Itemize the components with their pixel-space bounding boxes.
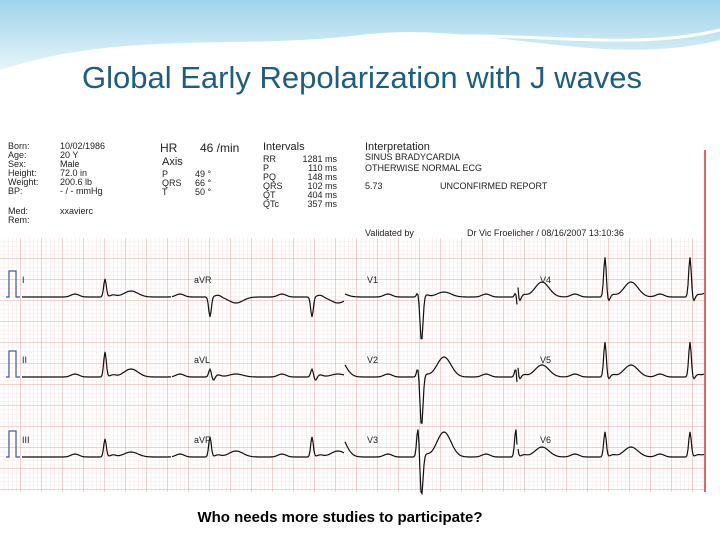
patient-label: Rem:: [8, 215, 30, 225]
interval-label: QRS: [263, 181, 283, 191]
lead-label: II: [22, 355, 27, 365]
axis-value: 50 °: [195, 187, 212, 197]
interpretation-line: SINUS BRADYCARDIA: [365, 152, 460, 162]
axis-label: P: [162, 169, 168, 179]
slide-title: Global Early Repolarization with J waves: [82, 60, 642, 95]
ecg-trace: [171, 293, 345, 318]
lead-label: III: [22, 435, 30, 445]
ecg-trace: [344, 429, 518, 496]
interval-value: 110 ms: [308, 163, 337, 173]
lead-label: aVF: [194, 435, 211, 445]
interval-label: PQ: [263, 172, 276, 182]
lead-label: V6: [540, 435, 551, 445]
patient-label: Weight:: [8, 177, 38, 187]
patient-value: xxavierc: [60, 206, 94, 216]
axis-value: 66 °: [195, 178, 212, 188]
interpretation-status: UNCONFIRMED REPORT: [440, 181, 548, 191]
ecg-trace: [171, 367, 345, 381]
ecg-trace: [22, 438, 172, 458]
patient-value: Male: [60, 159, 80, 169]
axis-label: T: [162, 187, 168, 197]
ecg-trace: [344, 356, 518, 424]
calibration-pulse: [6, 270, 20, 298]
intervals-title: Intervals: [263, 141, 305, 153]
validated-label: Validated by: [365, 228, 414, 238]
interval-value: 357 ms: [307, 199, 337, 209]
header-wave: [0, 0, 720, 70]
interval-label: QT: [263, 190, 276, 200]
lead-label: I: [22, 275, 25, 285]
lead-label: V4: [540, 275, 551, 285]
patient-label: Age:: [8, 150, 27, 160]
lead-label: V3: [367, 435, 378, 445]
interpretation-line: OTHERWISE NORMAL ECG: [365, 163, 482, 173]
ecg-trace: [344, 291, 518, 340]
header-curve: [0, 28, 720, 77]
lead-label: V5: [540, 355, 551, 365]
lead-label: V1: [367, 275, 378, 285]
patient-label: Height:: [8, 168, 37, 178]
interval-value: 148 ms: [307, 172, 337, 182]
patient-value: - / - mmHg: [60, 186, 103, 196]
interval-label: QTc: [263, 199, 280, 209]
patient-label: Med:: [8, 206, 28, 216]
calibration-pulse: [6, 350, 20, 378]
patient-label: Sex:: [8, 159, 26, 169]
ecg-trace: [517, 431, 705, 458]
patient-value: 200.6 lb: [60, 177, 92, 187]
hr-value: 46 /min: [200, 141, 239, 155]
interpretation-title: Interpretation: [365, 141, 430, 153]
ecg-traces: [6, 257, 705, 496]
ecg-trace: [22, 351, 172, 378]
interval-label: RR: [263, 154, 276, 164]
ecg-trace: [517, 342, 705, 380]
interval-value: 102 ms: [307, 181, 337, 191]
ecg-grid: [0, 238, 706, 492]
validated-value: Dr Vic Froelicher / 08/16/2007 13:10:36: [467, 228, 624, 238]
hr-label: HR: [160, 141, 178, 155]
axis-value: 49 °: [195, 169, 212, 179]
axis-label: QRS: [162, 178, 182, 188]
patient-value: 72.0 in: [60, 168, 87, 178]
axis-label: Axis: [162, 156, 183, 168]
ecg-trace: [22, 278, 172, 298]
patient-label: Born:: [8, 141, 30, 151]
lead-label: V2: [367, 355, 378, 365]
interpretation-code: 5.73: [365, 181, 383, 191]
interval-value: 404 ms: [307, 190, 337, 200]
lead-label: aVR: [194, 275, 212, 285]
interval-value: 1281 ms: [302, 154, 337, 164]
patient-value: 10/02/1986: [60, 141, 105, 151]
ecg-trace: [517, 257, 705, 302]
caption: Who needs more studies to participate?: [197, 509, 482, 526]
patient-label: BP:: [8, 186, 23, 196]
calibration-pulse: [6, 430, 20, 458]
lead-label: aVL: [194, 355, 210, 365]
ecg-trace: [171, 436, 345, 458]
patient-value: 20 Y: [60, 150, 78, 160]
interval-label: P: [263, 163, 269, 173]
